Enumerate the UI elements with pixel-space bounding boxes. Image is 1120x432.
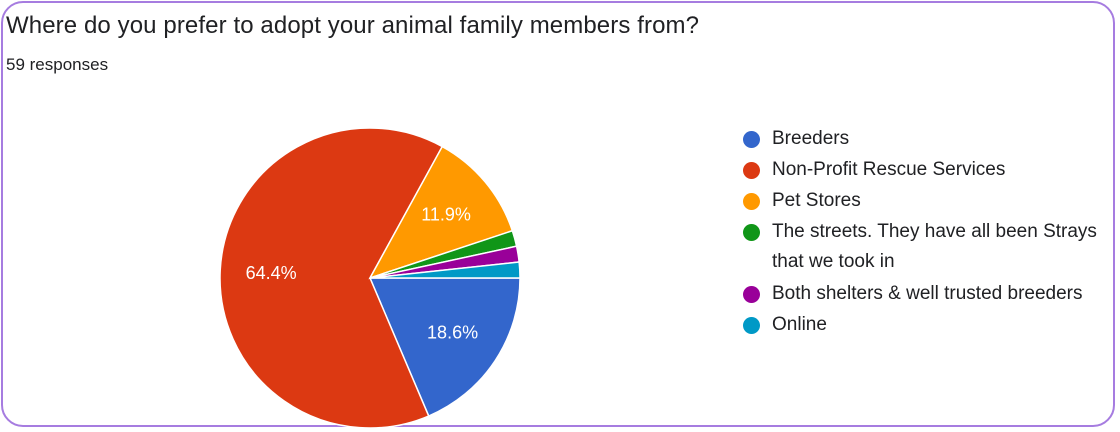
legend-swatch-streets (743, 224, 760, 241)
pie-slice-1[interactable] (219, 127, 444, 429)
legend-label-breeders: Breeders (772, 128, 850, 149)
pie-slice-0[interactable] (368, 277, 521, 418)
legend-swatch-breeders (743, 131, 760, 148)
pie-slice-5[interactable] (369, 261, 521, 279)
legend-swatch-shelters-breeders (743, 286, 760, 303)
pie-slice-label-1: 64.4% (246, 263, 297, 283)
legend-label-online: Online (772, 314, 827, 335)
pie-slice-label-0: 18.6% (427, 323, 478, 343)
legend-item-streets[interactable]: The streets. They have all been Strays t… (740, 217, 1115, 278)
legend-swatch-pet-stores (743, 193, 760, 210)
question-title: Where do you prefer to adopt your animal… (6, 12, 700, 39)
legend-label-shelters-breeders: Both shelters & well trusted breeders (772, 283, 1083, 304)
legend-item-non-profit-rescue[interactable]: Non-Profit Rescue Services (740, 155, 1115, 185)
legend-swatch-non-profit-rescue (743, 162, 760, 179)
legend-label-pet-stores: Pet Stores (772, 190, 861, 211)
legend-label-streets: The streets. They have all been Strays t… (772, 221, 1097, 272)
chart-legend: Breeders Non-Profit Rescue Services Pet … (740, 124, 1115, 341)
legend-item-breeders[interactable]: Breeders (740, 124, 1115, 154)
legend-item-shelters-breeders[interactable]: Both shelters & well trusted breeders (740, 279, 1115, 309)
legend-label-non-profit-rescue: Non-Profit Rescue Services (772, 159, 1006, 180)
legend-item-pet-stores[interactable]: Pet Stores (740, 186, 1115, 216)
response-count: 59 responses (6, 55, 109, 74)
legend-swatch-online (743, 317, 760, 334)
pie-slice-2[interactable] (368, 145, 514, 280)
pie-slice-label-2: 11.9% (421, 205, 471, 225)
legend-item-online[interactable]: Online (740, 310, 1115, 340)
